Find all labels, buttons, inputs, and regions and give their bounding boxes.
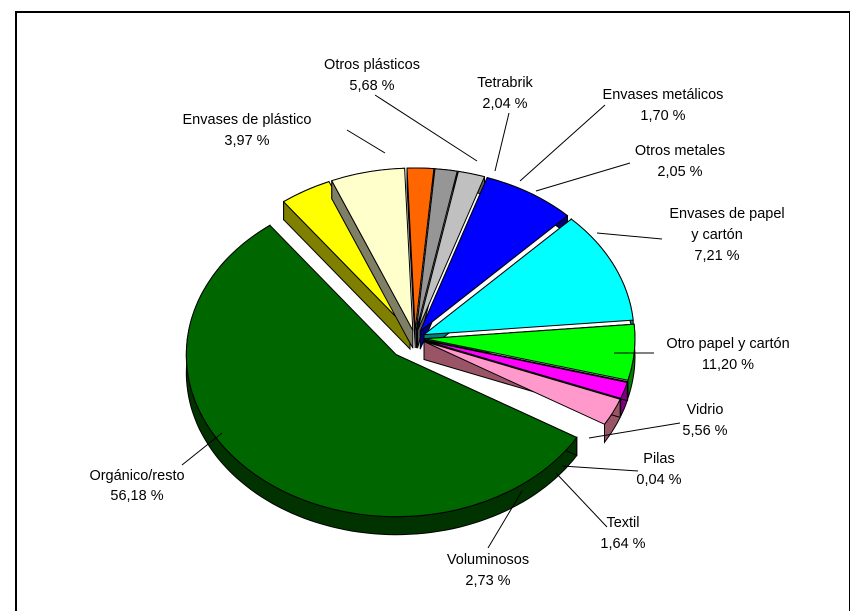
- label-env-plast-name: Envases de plástico: [183, 112, 312, 128]
- leader-line-otros-plast: [375, 95, 477, 161]
- label-vidrio-name: Vidrio: [687, 402, 724, 418]
- leader-line-env-plast: [347, 130, 385, 153]
- label-otros-plasticos: Otros plásticos 5,68 %: [324, 57, 420, 94]
- label-envases-metalicos: Envases metálicos 1,70 %: [603, 87, 724, 124]
- leader-line-env-papel: [597, 233, 662, 239]
- label-organico: Orgánico/resto 56,18 %: [89, 468, 184, 504]
- label-tetrabrik: Tetrabrik 2,04 %: [477, 75, 533, 112]
- label-volum-name: Voluminosos: [447, 552, 529, 568]
- label-volum-value: 2,73 %: [465, 573, 510, 589]
- label-envases-plastico: Envases de plástico 3,97 %: [183, 112, 312, 149]
- label-otro-papel-name: Otro papel y cartón: [666, 336, 789, 352]
- label-vidrio-value: 5,56 %: [682, 423, 727, 439]
- label-vidrio: Vidrio 5,56 %: [682, 402, 727, 439]
- label-env-papel-name: Envases de papel: [669, 206, 784, 222]
- leader-line-env-met: [520, 105, 605, 181]
- leader-line-otros-met: [536, 163, 630, 191]
- label-textil-value: 1,64 %: [600, 536, 645, 552]
- label-envases-papel: Envases de papel y cartón 7,21 %: [669, 206, 784, 264]
- leader-line-vidrio: [589, 423, 680, 438]
- label-tetrabrik-value: 2,04 %: [482, 96, 527, 112]
- label-env-papel-value: 7,21 %: [694, 248, 739, 264]
- label-otro-papel: Otro papel y cartón 11,20 %: [666, 336, 789, 373]
- label-otros-metales: Otros metales 2,05 %: [635, 143, 725, 180]
- label-env-papel-name2: y cartón: [691, 227, 743, 243]
- label-pilas: Pilas 0,04 %: [636, 451, 681, 488]
- leader-line-tetrabrik: [495, 113, 509, 171]
- leader-line-textil: [556, 473, 607, 527]
- label-otros-met-name: Otros metales: [635, 143, 725, 159]
- label-otro-papel-value: 11,20 %: [702, 357, 754, 373]
- label-tetrabrik-name: Tetrabrik: [477, 75, 533, 91]
- pie-slices: [186, 168, 635, 535]
- label-pilas-value: 0,04 %: [636, 472, 681, 488]
- label-voluminosos: Voluminosos 2,73 %: [447, 552, 529, 589]
- pie-chart: Orgánico/resto 56,18 % Envases de plásti…: [17, 13, 852, 603]
- label-organico-value: 56,18 %: [110, 488, 163, 504]
- label-otros-met-value: 2,05 %: [657, 164, 702, 180]
- label-textil: Textil 1,64 %: [600, 515, 645, 552]
- label-otros-plast-name: Otros plásticos: [324, 57, 420, 73]
- label-env-met-value: 1,70 %: [640, 108, 685, 124]
- label-env-plast-value: 3,97 %: [224, 133, 269, 149]
- chart-frame: Orgánico/resto 56,18 % Envases de plásti…: [15, 11, 850, 611]
- label-textil-name: Textil: [606, 515, 639, 531]
- label-env-met-name: Envases metálicos: [603, 87, 724, 103]
- label-pilas-name: Pilas: [643, 451, 674, 467]
- leader-line-pilas: [562, 466, 638, 471]
- label-organico-name: Orgánico/resto: [89, 468, 184, 484]
- label-otros-plast-value: 5,68 %: [349, 78, 394, 94]
